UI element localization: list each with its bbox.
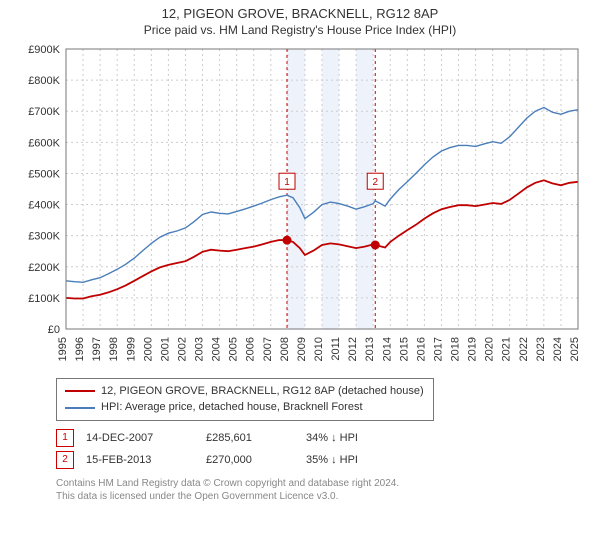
svg-text:2010: 2010 [313, 337, 325, 361]
legend-label: HPI: Average price, detached house, Brac… [101, 399, 363, 416]
svg-text:2023: 2023 [535, 337, 547, 361]
legend-row: HPI: Average price, detached house, Brac… [65, 399, 425, 416]
footnote-line: Contains HM Land Registry data © Crown c… [56, 477, 600, 490]
event-dot [283, 236, 292, 245]
svg-text:2012: 2012 [347, 337, 359, 361]
svg-text:2001: 2001 [159, 337, 171, 361]
svg-text:£200K: £200K [28, 262, 60, 274]
svg-text:2005: 2005 [228, 337, 240, 361]
svg-text:2000: 2000 [142, 337, 154, 361]
event-price: £285,601 [206, 432, 306, 444]
svg-text:1998: 1998 [108, 337, 120, 361]
event-row: 2 15-FEB-2013£270,00035% ↓ HPI [56, 449, 600, 471]
event-date: 14-DEC-2007 [86, 432, 206, 444]
svg-text:1: 1 [284, 177, 290, 188]
svg-text:£600K: £600K [28, 137, 60, 149]
svg-text:2018: 2018 [450, 337, 462, 361]
footnote-line: This data is licensed under the Open Gov… [56, 490, 600, 503]
legend: 12, PIGEON GROVE, BRACKNELL, RG12 8AP (d… [56, 378, 434, 421]
svg-text:2002: 2002 [176, 337, 188, 361]
event-id-box: 2 [56, 451, 74, 469]
svg-text:£500K: £500K [28, 168, 60, 180]
svg-text:£300K: £300K [28, 231, 60, 243]
legend-swatch [65, 390, 95, 392]
price-chart: £0 £100K £200K £300K £400K £500K £600K £700K £80… [10, 41, 590, 371]
events-table: 1 14-DEC-2007£285,60134% ↓ HPI 2 15-FEB-201… [56, 427, 600, 471]
svg-text:£800K: £800K [28, 75, 60, 87]
event-dot [371, 240, 380, 249]
svg-text:2020: 2020 [484, 337, 496, 361]
event-date: 15-FEB-2013 [86, 454, 206, 466]
svg-text:1996: 1996 [74, 337, 86, 361]
event-price: £270,000 [206, 454, 306, 466]
event-pct: 34% ↓ HPI [306, 432, 426, 444]
svg-text:2007: 2007 [262, 337, 274, 361]
svg-text:2019: 2019 [467, 337, 479, 361]
svg-text:2025: 2025 [569, 337, 581, 361]
svg-text:2004: 2004 [211, 337, 223, 361]
event-row: 1 14-DEC-2007£285,60134% ↓ HPI [56, 427, 600, 449]
legend-row: 12, PIGEON GROVE, BRACKNELL, RG12 8AP (d… [65, 383, 425, 400]
svg-text:£400K: £400K [28, 199, 60, 211]
svg-text:£900K: £900K [28, 44, 60, 56]
svg-text:2003: 2003 [194, 337, 206, 361]
svg-text:1999: 1999 [125, 337, 137, 361]
legend-label: 12, PIGEON GROVE, BRACKNELL, RG12 8AP (d… [101, 383, 424, 400]
svg-text:1995: 1995 [57, 337, 69, 361]
svg-text:2008: 2008 [279, 337, 291, 361]
svg-text:2009: 2009 [296, 337, 308, 361]
svg-text:£100K: £100K [28, 293, 60, 305]
svg-text:2021: 2021 [501, 337, 513, 361]
page-subtitle: Price paid vs. HM Land Registry's House … [0, 23, 600, 41]
svg-text:2017: 2017 [432, 337, 444, 361]
page-title: 12, PIGEON GROVE, BRACKNELL, RG12 8AP [0, 0, 600, 23]
legend-swatch [65, 407, 95, 409]
svg-text:2011: 2011 [330, 337, 342, 361]
svg-text:2022: 2022 [518, 337, 530, 361]
footnote: Contains HM Land Registry data © Crown c… [56, 477, 600, 503]
svg-text:1997: 1997 [91, 337, 103, 361]
svg-text:2024: 2024 [552, 337, 564, 361]
svg-text:2: 2 [372, 177, 378, 188]
svg-text:2013: 2013 [364, 337, 376, 361]
event-id-box: 1 [56, 429, 74, 447]
svg-text:2014: 2014 [381, 337, 393, 361]
svg-text:£700K: £700K [28, 106, 60, 118]
event-pct: 35% ↓ HPI [306, 454, 426, 466]
svg-text:£0: £0 [48, 324, 60, 336]
svg-text:2016: 2016 [415, 337, 427, 361]
svg-text:2015: 2015 [398, 337, 410, 361]
svg-text:2006: 2006 [245, 337, 257, 361]
